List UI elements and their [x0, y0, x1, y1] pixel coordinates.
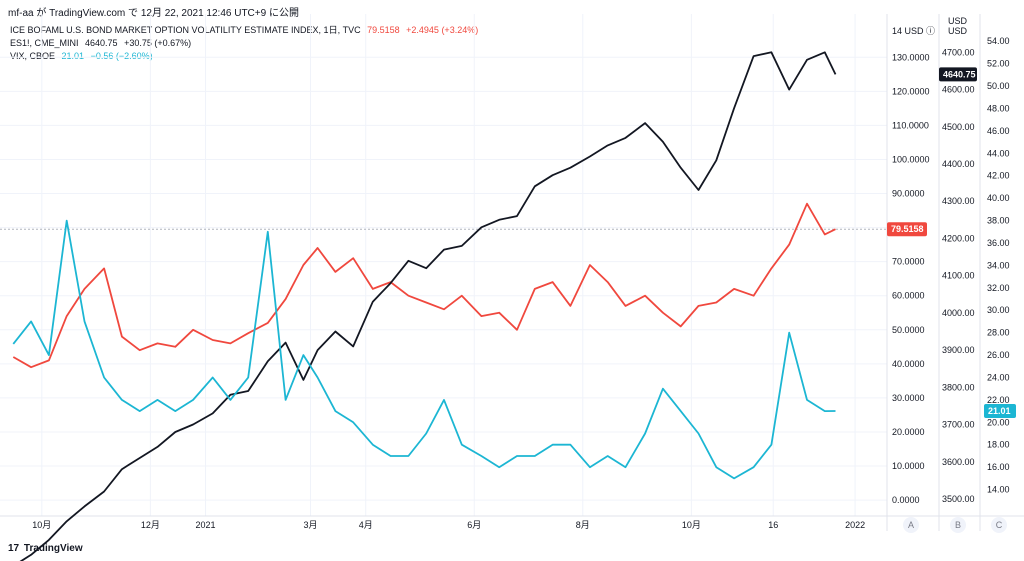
axis-b-tick-label: 4700.00 [942, 47, 975, 57]
price-tag-label: 4640.75 [943, 69, 976, 79]
axis-a-tick-label: 60.0000 [892, 291, 925, 301]
axis-c-header: USD [948, 16, 968, 26]
axis-c-tick-label: 44.00 [987, 148, 1010, 158]
axis-a-tick-label: 30.0000 [892, 393, 925, 403]
price-tag [984, 404, 1016, 419]
scale-button-a [903, 517, 919, 533]
axis-a-header: 14 USD ⓘ [892, 26, 935, 36]
legend-change: +30.75 (+0.67%) [124, 38, 192, 48]
axis-c-tick-label: 14.00 [987, 485, 1010, 495]
axis-c-tick-label: 34.00 [987, 260, 1010, 270]
axis-c-tick-label: 46.00 [987, 126, 1010, 136]
legend-name: ES1!, CME_MINI [10, 38, 79, 48]
tradingview-logo-icon: 17 [8, 543, 20, 554]
scale-button-label: B [955, 520, 961, 530]
axis-a-tick-label: 90.0000 [892, 189, 925, 199]
axis-a-tick-label: 10.0000 [892, 461, 925, 471]
axis-a-tick-label: 20.0000 [892, 427, 925, 437]
legend: ICE BOFAML U.S. BOND MARKET OPTION VOLAT… [10, 24, 478, 63]
x-tick-label: 10月 [32, 520, 51, 530]
x-tick-label: 16 [768, 520, 778, 530]
axis-c-tick-label: 20.00 [987, 417, 1010, 427]
axis-b-tick-label: 3700.00 [942, 420, 975, 430]
axis-b-header: USD [948, 26, 968, 36]
series-line-0 [12, 202, 836, 369]
footer-brand[interactable]: 17 TradingView [8, 543, 83, 554]
axis-b-tick-label: 4200.00 [942, 233, 975, 243]
axis-a-tick-label: 130.0000 [892, 52, 930, 62]
x-tick-label: 2021 [196, 520, 216, 530]
scale-button-c [991, 517, 1007, 533]
axis-c-tick-label: 18.00 [987, 440, 1010, 450]
axis-c-tick-label: 40.00 [987, 193, 1010, 203]
axis-c-tick-label: 24.00 [987, 372, 1010, 382]
axis-a-tick-label: 120.0000 [892, 86, 930, 96]
axis-a-tick-label: 40.0000 [892, 359, 925, 369]
axis-b-tick-label: 4100.00 [942, 271, 975, 281]
axis-c-tick-label: 52.00 [987, 59, 1010, 69]
x-tick-label: 8月 [576, 520, 590, 530]
axis-c-tick-label: 32.00 [987, 283, 1010, 293]
axis-c-tick-label: 30.00 [987, 305, 1010, 315]
price-tag [887, 222, 927, 237]
legend-name: VIX, CBOE [10, 51, 56, 61]
legend-row-vix[interactable]: VIX, CBOE 21.01 −0.56 (−2.60%) [10, 50, 478, 63]
axis-c-tick-label: 54.00 [987, 36, 1010, 46]
axis-c-tick-label: 28.00 [987, 328, 1010, 338]
legend-value: 21.01 [61, 51, 85, 61]
axis-c-tick-label: 50.00 [987, 81, 1010, 91]
axis-c-tick-label: 38.00 [987, 216, 1010, 226]
axis-b-tick-label: 4400.00 [942, 159, 975, 169]
price-tag-label: 21.01 [988, 406, 1011, 416]
x-tick-label: 2022 [845, 520, 865, 530]
series-layer [12, 51, 837, 561]
axis-a-tick-label: 110.0000 [892, 120, 929, 130]
x-tick-label: 6月 [467, 520, 481, 530]
publish-header: mf-aa が TradingView.com で 12月 22, 2021 1… [8, 8, 299, 19]
legend-value: 4640.75 [85, 38, 118, 48]
x-tick-label: 3月 [304, 520, 318, 530]
axis-c-tick-label: 42.00 [987, 171, 1010, 181]
axis-a-tick-label: 70.0000 [892, 257, 925, 267]
axis-c-tick-label: 26.00 [987, 350, 1010, 360]
axis-c-tick-label: 22.00 [987, 395, 1010, 405]
series-line-1 [19, 51, 837, 561]
scale-button-b [950, 517, 966, 533]
x-tick-label: 10月 [682, 520, 701, 530]
x-tick-label: 12月 [141, 520, 160, 530]
axis-b-tick-label: 4600.00 [942, 85, 975, 95]
axis-b-tick-label: 3500.00 [942, 494, 975, 504]
legend-row-es[interactable]: ES1!, CME_MINI 4640.75 +30.75 (+0.67%) [10, 37, 478, 50]
axis-c-tick-label: 36.00 [987, 238, 1010, 248]
scale-button-label: C [996, 520, 1003, 530]
axis-b-tick-label: 3600.00 [942, 457, 975, 467]
x-tick-label: 4月 [359, 520, 373, 530]
axis-a-tick-label: 0.0000 [892, 495, 920, 505]
axis-c-tick-label: 16.00 [987, 462, 1010, 472]
grid [0, 14, 887, 516]
footer-brand-text: TradingView [23, 543, 83, 554]
legend-value: 79.5158 [367, 25, 400, 35]
axis-b-tick-label: 4000.00 [942, 308, 975, 318]
series-line-2 [12, 219, 836, 480]
axis-a-tick-label: 50.0000 [892, 325, 925, 335]
axis-b-tick-label: 3800.00 [942, 382, 975, 392]
axis-a-tick-label: 100.0000 [892, 154, 930, 164]
axis-b-tick-label: 3900.00 [942, 345, 975, 355]
tick-labels: 10月 12月 2021 3月 4月 6月 8月 10月 16 2022 130.0000 120.0… [32, 36, 1016, 530]
legend-change: −0.56 (−2.60%) [90, 51, 153, 61]
axis-b-tick-label: 4300.00 [942, 196, 975, 206]
price-tag-label: 79.5158 [891, 224, 924, 234]
axis-c-tick-label: 48.00 [987, 103, 1010, 113]
legend-row-move[interactable]: ICE BOFAML U.S. BOND MARKET OPTION VOLAT… [10, 24, 478, 37]
axis-b-tick-label: 4500.00 [942, 122, 975, 132]
legend-change: +2.4945 (+3.24%) [406, 25, 479, 35]
price-tag [939, 67, 977, 82]
scale-buttons: A B C [903, 517, 1007, 533]
scale-button-label: A [908, 520, 914, 530]
legend-name: ICE BOFAML U.S. BOND MARKET OPTION VOLAT… [10, 25, 361, 35]
